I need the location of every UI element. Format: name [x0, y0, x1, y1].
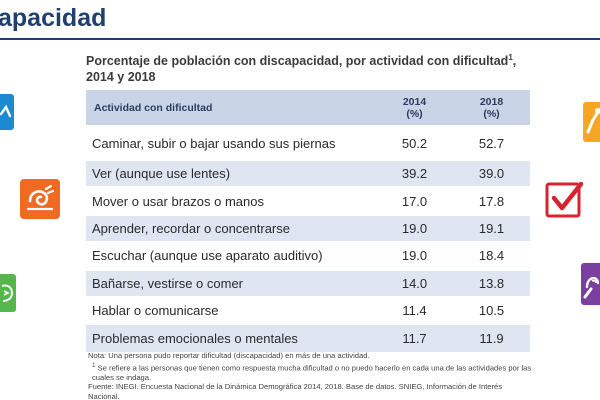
walking-person-icon [0, 94, 14, 130]
head-profile-icon [0, 274, 16, 312]
row-value-2018: 13.8 [453, 268, 530, 297]
heading-footnote-mark: 1 [508, 53, 513, 62]
row-activity: Bañarse, vestirse o comer [86, 268, 376, 297]
row-value-2014: 19.0 [376, 213, 453, 243]
disability-table: Actividad con dificultad 2014 (%) 2018 (… [86, 90, 530, 352]
header-2014-unit: (%) [406, 107, 423, 120]
header-activity: Actividad con dificultad [86, 90, 376, 126]
title-divider [0, 38, 600, 40]
table-row: Problemas emocionales o mentales 11.7 11… [86, 323, 530, 352]
row-activity: Hablar o comunicarse [86, 295, 376, 325]
table-row: Bañarse, vestirse o comer 14.0 13.8 [86, 268, 530, 297]
row-value-2018: 19.1 [453, 213, 530, 243]
row-activity: Mover o usar brazos o manos [86, 186, 376, 215]
row-value-2014: 14.0 [376, 268, 453, 297]
row-activity: Aprender, recordar o concentrarse [86, 213, 376, 243]
table-row: Hablar o comunicarse 11.4 10.5 [86, 295, 530, 325]
row-value-2014: 50.2 [376, 125, 453, 160]
row-value-2018: 11.9 [453, 323, 530, 352]
footnote-1-text: Se refiere a las personas que tienen com… [92, 363, 532, 382]
row-value-2018: 17.8 [453, 186, 530, 215]
row-value-2014: 19.0 [376, 241, 453, 270]
table-row: Mover o usar brazos o manos 17.0 17.8 [86, 186, 530, 215]
header-2018-year: 2018 [479, 95, 504, 108]
row-activity: Escuchar (aunque use aparato auditivo) [86, 241, 376, 270]
row-activity: Caminar, subir o bajar usando sus pierna… [86, 125, 376, 160]
arm-hand-icon [583, 102, 600, 142]
heading-line1: Porcentaje de población con discapacidad… [86, 54, 509, 69]
row-value-2018: 52.7 [453, 125, 530, 160]
row-value-2014: 39.2 [376, 158, 453, 188]
table-heading: Porcentaje de población con discapacidad… [86, 50, 566, 85]
title-bar: apacidad [0, 0, 600, 40]
row-value-2018: 18.4 [453, 241, 530, 270]
header-2014: 2014 (%) [376, 90, 453, 126]
page-title: apacidad [0, 4, 107, 32]
heading-line2: 2014 y 2018 [86, 70, 156, 85]
header-2018: 2018 (%) [453, 90, 530, 126]
row-value-2014: 11.7 [376, 323, 453, 352]
header-2018-unit: (%) [483, 107, 500, 120]
table-row: Aprender, recordar o concentrarse 19.0 1… [86, 213, 530, 243]
footnote-source: Fuente: INEGI. Encuesta Nacional de la D… [88, 382, 503, 400]
footnotes: Nota: Una persona pudo reportar dificult… [88, 351, 532, 400]
eye-swirl-icon [20, 179, 60, 219]
row-value-2014: 11.4 [376, 295, 453, 325]
row-activity: Ver (aunque use lentes) [86, 158, 376, 188]
table-row: Escuchar (aunque use aparato auditivo) 1… [86, 241, 530, 270]
row-value-2018: 39.0 [453, 158, 530, 188]
table-row: Caminar, subir o bajar usando sus pierna… [86, 125, 530, 160]
footnote-1-mark: 1 [92, 361, 96, 369]
footnote-note: Nota: Una persona pudo reportar dificult… [88, 351, 370, 360]
heading-line1-end: , [512, 54, 517, 69]
table-row: Ver (aunque use lentes) 39.2 39.0 [86, 158, 530, 188]
footnote-1: 1 Se refiere a las personas que tienen c… [88, 361, 532, 383]
row-value-2018: 10.5 [453, 295, 530, 325]
header-2014-year: 2014 [402, 95, 427, 108]
table-header-row: Actividad con dificultad 2014 (%) 2018 (… [86, 90, 530, 126]
row-activity: Problemas emocionales o mentales [86, 323, 376, 352]
row-value-2014: 17.0 [376, 186, 453, 215]
hearing-icon [581, 263, 600, 305]
checkmark-box-icon [545, 180, 585, 218]
